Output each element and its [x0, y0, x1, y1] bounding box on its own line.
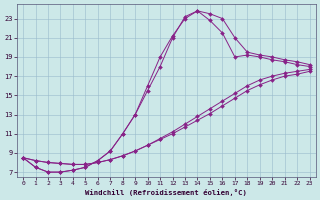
- X-axis label: Windchill (Refroidissement éolien,°C): Windchill (Refroidissement éolien,°C): [85, 189, 247, 196]
